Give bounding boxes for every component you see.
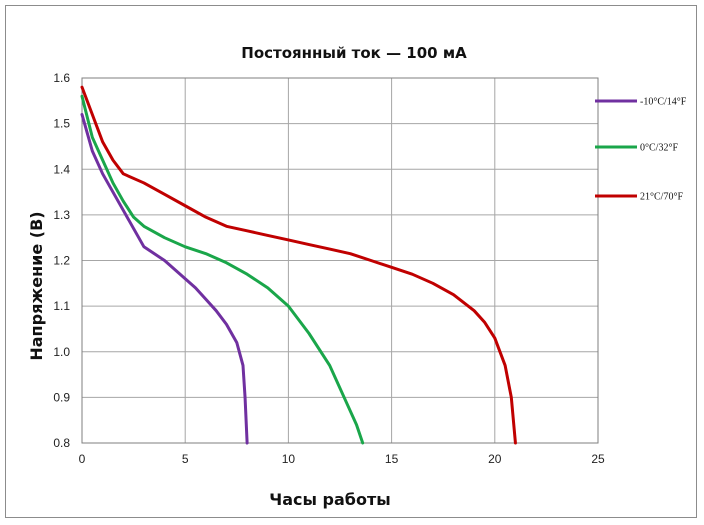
series-group [80, 85, 517, 445]
series-line-2 [80, 94, 365, 445]
y-tick-label: 0.8 [53, 436, 70, 450]
y-axis-label: Напряжение (В) [27, 211, 46, 360]
legend-label-3: 21°C/70°F [640, 192, 683, 203]
legend-label-2: 0°C/32°F [640, 143, 678, 154]
x-tick-label: 15 [385, 452, 399, 466]
series-line-3 [80, 85, 517, 445]
x-tick-label: 5 [182, 452, 189, 466]
y-tick-label: 1.2 [53, 254, 70, 268]
x-axis-label: Часы работы [269, 490, 390, 509]
y-tick-label: 1.0 [53, 345, 70, 359]
series-line-1 [80, 113, 249, 445]
legend-label-1: -10°C/14°F [640, 97, 687, 108]
tick-labels: 0 5 10 15 20 25 0.8 0.9 1.0 1.1 1.2 1.3 1.4 1.5 1.6 [53, 71, 605, 466]
chart-title: Постоянный ток — 100 мА [241, 44, 467, 62]
y-tick-label: 1.4 [53, 162, 70, 176]
chart-frame [5, 5, 697, 518]
x-tick-label: 10 [282, 452, 296, 466]
y-tick-label: 1.5 [53, 117, 70, 131]
x-tick-label: 25 [591, 452, 605, 466]
y-tick-label: 1.1 [53, 299, 70, 313]
legend: -10°C/14°F 0°C/32°F 21°C/70°F [595, 97, 687, 203]
y-tick-label: 1.3 [53, 208, 70, 222]
plot-area-border [81, 77, 599, 444]
x-tick-label: 20 [488, 452, 502, 466]
y-tick-label: 1.6 [53, 71, 70, 85]
grid [82, 78, 598, 443]
plot-border [81, 77, 599, 444]
x-tick-label: 0 [79, 452, 86, 466]
y-tick-label: 0.9 [53, 390, 70, 404]
